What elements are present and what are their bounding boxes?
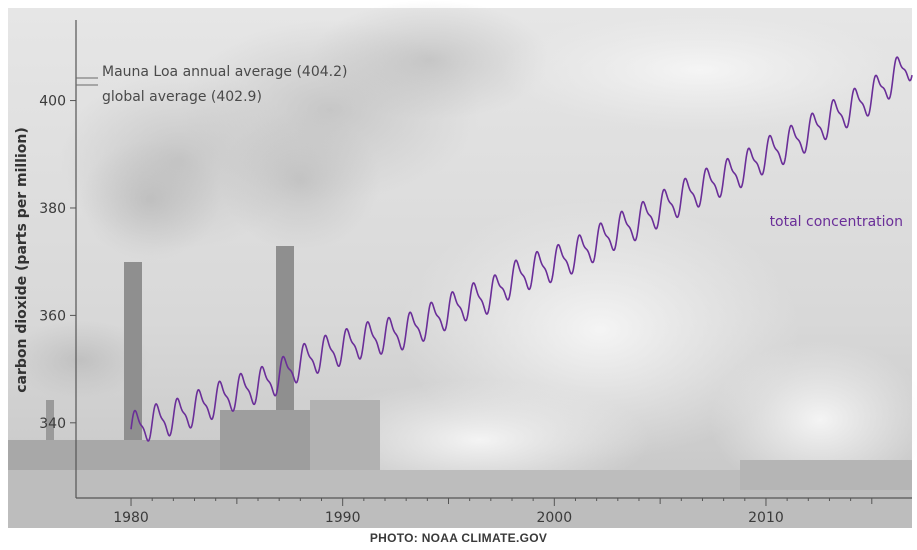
y-tick-label: 400 xyxy=(39,94,66,110)
x-axis: 1980 1990 2000 2010 xyxy=(76,497,912,526)
y-axis: 340 360 380 400 xyxy=(39,20,77,498)
y-tick-label: 360 xyxy=(39,308,66,324)
series-label-total-concentration: total concentration xyxy=(770,214,903,230)
y-tick-label: 340 xyxy=(39,416,66,432)
background-photo xyxy=(8,0,917,528)
x-tick-label: 1980 xyxy=(113,510,149,526)
annotation-global-average: global average (402.9) xyxy=(102,89,262,105)
y-axis-label: carbon dioxide (parts per million) xyxy=(14,127,30,393)
annotation-mauna-loa: Mauna Loa annual average (404.2) xyxy=(102,64,347,80)
co2-chart: 340 360 380 400 1980 1990 2000 2010 carbon dio… xyxy=(8,0,917,528)
x-tick-label: 2010 xyxy=(748,510,784,526)
y-tick-label: 380 xyxy=(39,201,66,217)
photo-credit: PHOTO: NOAA CLIMATE.GOV xyxy=(369,531,548,545)
smoke-clouds xyxy=(10,0,917,500)
factory-buildings xyxy=(8,400,912,528)
co2-concentration-line xyxy=(130,56,913,442)
x-tick-label: 2000 xyxy=(536,510,572,526)
annotations: Mauna Loa annual average (404.2) global a… xyxy=(76,64,347,105)
x-tick-label: 1990 xyxy=(325,510,361,526)
